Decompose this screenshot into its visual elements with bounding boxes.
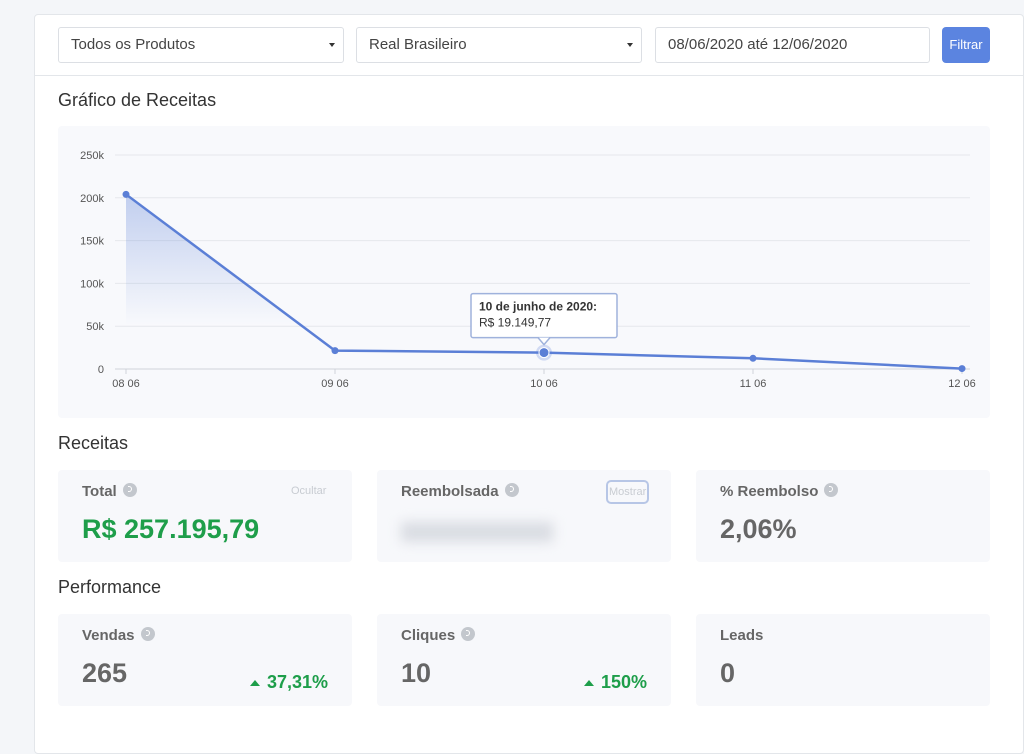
revenue-card: Reembolsada Mostrar: [377, 470, 671, 562]
product-select-text: Todos os Produtos: [71, 36, 196, 53]
help-icon[interactable]: [461, 627, 476, 641]
point: [122, 190, 130, 198]
revenue-title: Receitas: [58, 433, 129, 453]
x-tick-label: 12 06: [948, 378, 976, 390]
hide-link[interactable]: Ocultar: [291, 485, 327, 497]
card-label: % Reembolso: [720, 483, 839, 500]
card-label-text: Vendas: [82, 627, 135, 644]
card-label: Cliques: [401, 627, 476, 644]
card-value: 10: [401, 658, 432, 688]
card-value: 2,06%: [720, 514, 797, 544]
x-tick-label: 10 06: [530, 378, 558, 390]
card-value: R$ 257.195,79: [82, 514, 260, 544]
card-label-text: Reembolsada: [401, 483, 499, 500]
card-change: 150%: [583, 672, 647, 693]
point: [749, 354, 757, 362]
performance-title: Performance: [58, 577, 162, 597]
performance-card: Leads 0: [696, 614, 990, 706]
revenue-card: Total Ocultar R$ 257.195,79: [58, 470, 352, 562]
tooltip-pointer: [537, 337, 551, 346]
y-tick-label: 50k: [86, 321, 104, 333]
chart-section-title: Gráfico de Receitas: [58, 90, 217, 110]
card-change-text: 37,31%: [266, 672, 328, 692]
y-tick-label: 250k: [80, 150, 104, 162]
card-change-text: 150%: [600, 672, 647, 692]
blurred-value: [401, 522, 553, 542]
point: [958, 365, 966, 373]
performance-card: Cliques 10 150%: [377, 614, 671, 706]
area: [126, 194, 962, 369]
tooltip-text: R$ 19.149,77: [479, 316, 551, 330]
y-tick-label: 0: [98, 364, 104, 376]
card-label-text: % Reembolso: [720, 483, 819, 500]
tooltip: 10 de junho de 2020: R$ 19.149,77: [470, 292, 618, 346]
help-icon[interactable]: [122, 483, 137, 497]
revenue-card: % Reembolso 2,06%: [696, 470, 990, 562]
x-tick-label: 08 06: [112, 378, 140, 390]
help-icon[interactable]: [504, 483, 519, 497]
card-change: 37,31%: [249, 672, 328, 693]
card-label-text: Total: [82, 483, 117, 500]
x-tick-label: 11 06: [740, 378, 767, 390]
x-tick-label: 09 06: [321, 378, 349, 390]
card-label-text: Leads: [720, 627, 764, 644]
card-label: Reembolsada: [401, 483, 519, 500]
card-label: Vendas: [82, 627, 155, 644]
currency-select-text: Real Brasileiro: [369, 36, 467, 53]
tooltip-box: [470, 292, 618, 339]
help-icon[interactable]: [824, 483, 839, 497]
currency-select[interactable]: Real Brasileiro: [356, 27, 642, 63]
show-button[interactable]: Mostrar: [606, 480, 650, 504]
y-tick-label: 200k: [80, 193, 104, 205]
date-range-text: 08/06/2020 até 12/06/2020: [668, 36, 848, 53]
performance-card: Vendas 265 37,31%: [58, 614, 352, 706]
point: [331, 347, 339, 355]
y-tick-label: 100k: [80, 278, 104, 290]
help-icon[interactable]: [140, 627, 155, 641]
filter-button[interactable]: Filtrar: [942, 27, 990, 63]
y-tick-label: 150k: [80, 236, 104, 248]
divider: [35, 75, 1023, 76]
highlight-point: [538, 347, 550, 359]
tooltip-text: 10 de junho de 2020:: [479, 300, 597, 314]
page: Todos os Produtos Real Brasileiro 08/06/…: [34, 14, 1024, 754]
card-label: Leads: [720, 627, 763, 644]
date-range-input[interactable]: 08/06/2020 até 12/06/2020: [655, 27, 930, 63]
card-label-text: Cliques: [401, 627, 456, 644]
revenue-chart: 0 50k 100k 150k 200k 250k 08 06 09 06 10 06 11 06…: [58, 126, 990, 418]
card-value: 0: [720, 658, 736, 688]
card-label: Total: [82, 483, 137, 500]
product-select[interactable]: Todos os Produtos: [58, 27, 344, 63]
card-value: 265: [82, 658, 128, 688]
